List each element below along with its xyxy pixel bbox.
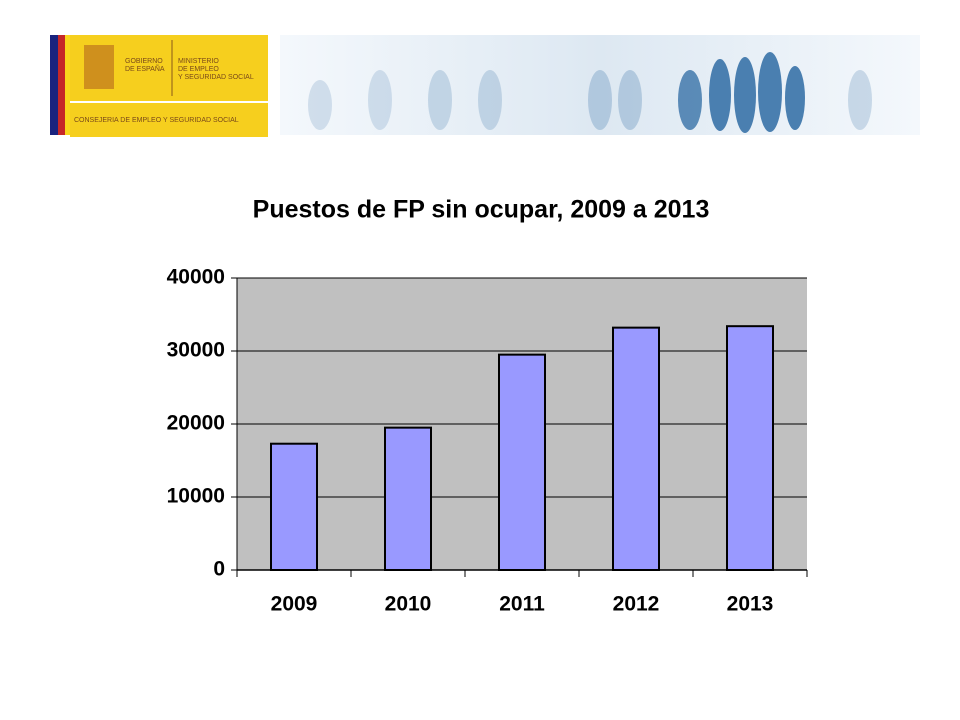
logo-box bbox=[70, 103, 268, 137]
x-tick-label: 2010 bbox=[385, 593, 432, 616]
y-tick-label: 10000 bbox=[167, 485, 225, 508]
ministry-line: MINISTERIO bbox=[178, 58, 219, 65]
y-tick-label: 40000 bbox=[167, 266, 225, 289]
silhouettes bbox=[308, 52, 872, 133]
government-line: DE ESPAÑA bbox=[125, 64, 165, 73]
government-line: GOBIERNO bbox=[125, 58, 163, 65]
y-tick-label: 30000 bbox=[167, 339, 225, 362]
ministry-line: Y SEGURIDAD SOCIAL bbox=[178, 74, 254, 81]
bar bbox=[270, 442, 318, 571]
flag-stripe bbox=[65, 35, 70, 135]
bar bbox=[384, 426, 432, 571]
x-tick-label: 2012 bbox=[613, 593, 660, 616]
header: GOBIERNO DE ESPAÑA MINISTERIO DE EMPLEO … bbox=[50, 35, 920, 137]
y-tick-label: 20000 bbox=[167, 412, 225, 435]
bar bbox=[612, 326, 660, 572]
people-banner bbox=[280, 35, 920, 135]
chart-title: Puestos de FP sin ocupar, 2009 a 2013 bbox=[253, 196, 710, 224]
y-tick-label: 0 bbox=[213, 558, 225, 581]
ministry-line: DE EMPLEO bbox=[178, 66, 219, 73]
coat-of-arms bbox=[84, 45, 114, 89]
x-tick-label: 2013 bbox=[727, 593, 774, 616]
flag-stripe bbox=[58, 35, 65, 135]
department: CONSEJERIA DE EMPLEO Y SEGURIDAD SOCIAL bbox=[74, 117, 239, 124]
x-tick-label: 2009 bbox=[271, 593, 318, 616]
flag-stripe bbox=[50, 35, 58, 135]
x-tick-label: 2011 bbox=[499, 593, 545, 616]
bar bbox=[498, 353, 546, 571]
bar bbox=[726, 325, 774, 571]
